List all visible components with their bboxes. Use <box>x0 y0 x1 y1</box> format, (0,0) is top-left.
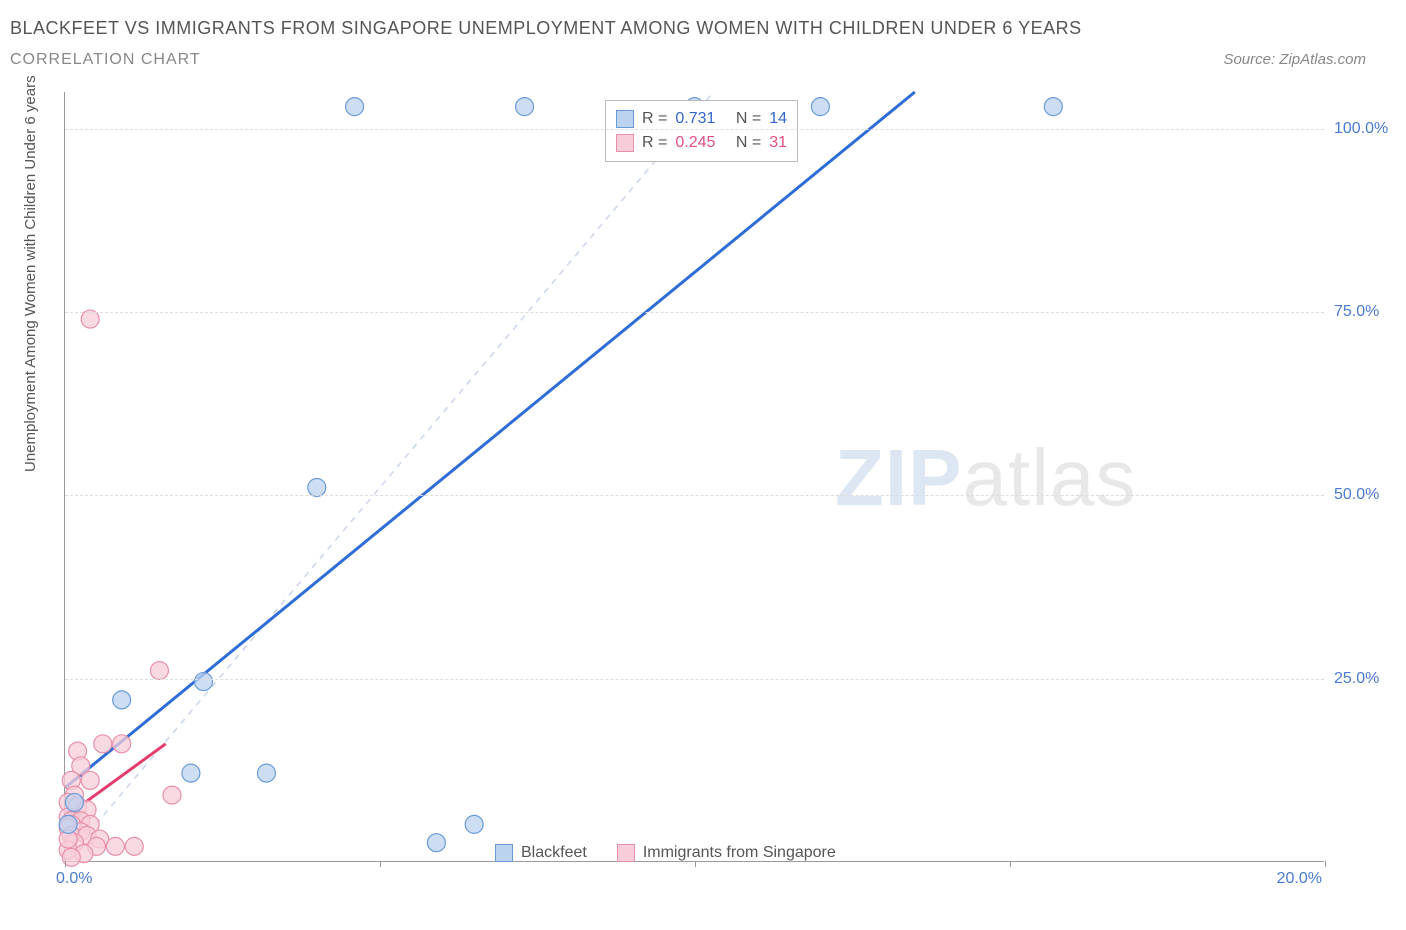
n-label: N = <box>736 134 761 152</box>
title-block: BLACKFEET VS IMMIGRANTS FROM SINGAPORE U… <box>0 0 1406 77</box>
r-label: R = <box>642 134 667 152</box>
gridline-h <box>65 129 1324 130</box>
r-value-singapore: 0.245 <box>675 134 715 152</box>
x-tick <box>1325 861 1326 867</box>
legend-item-singapore: Immigrants from Singapore <box>617 844 836 862</box>
gridline-h <box>65 495 1324 496</box>
y-axis-title: Unemployment Among Women with Children U… <box>22 75 39 472</box>
y-tick-label: 75.0% <box>1334 303 1379 321</box>
n-value-blackfeet: 14 <box>769 110 787 128</box>
n-value-singapore: 31 <box>769 134 787 152</box>
y-tick-label: 100.0% <box>1334 120 1388 138</box>
x-tick <box>695 861 696 867</box>
swatch-singapore <box>616 134 634 152</box>
series-legend: Blackfeet Immigrants from Singapore <box>495 844 836 862</box>
r-value-blackfeet: 0.731 <box>675 110 715 128</box>
y-tick-label: 25.0% <box>1334 670 1379 688</box>
legend-row-singapore: R = 0.245 N = 31 <box>616 131 787 155</box>
r-label: R = <box>642 110 667 128</box>
legend-row-blackfeet: R = 0.731 N = 14 <box>616 107 787 131</box>
gridline-h <box>65 679 1324 680</box>
swatch-singapore-icon <box>617 844 635 862</box>
legend-label-singapore: Immigrants from Singapore <box>643 844 836 862</box>
swatch-blackfeet-icon <box>495 844 513 862</box>
n-label: N = <box>736 110 761 128</box>
chart-area: Unemployment Among Women with Children U… <box>44 92 1384 912</box>
plot-svg <box>65 92 1324 861</box>
x-tick <box>65 861 66 867</box>
legend-item-blackfeet: Blackfeet <box>495 844 587 862</box>
plot-area: ZIPatlas R = 0.731 N = 14 R = 0.245 N = … <box>64 92 1324 862</box>
x-tick <box>380 861 381 867</box>
source-attribution: Source: ZipAtlas.com <box>1223 51 1366 68</box>
swatch-blackfeet <box>616 110 634 128</box>
y-tick-label: 50.0% <box>1334 486 1379 504</box>
correlation-legend: R = 0.731 N = 14 R = 0.245 N = 31 <box>605 100 798 162</box>
legend-label-blackfeet: Blackfeet <box>521 844 587 862</box>
chart-title: BLACKFEET VS IMMIGRANTS FROM SINGAPORE U… <box>10 18 1396 39</box>
x-tick <box>1010 861 1011 867</box>
x-axis-label-start: 0.0% <box>56 870 92 888</box>
chart-subtitle: CORRELATION CHART <box>10 51 201 69</box>
subtitle-row: CORRELATION CHART Source: ZipAtlas.com <box>10 51 1396 69</box>
gridline-h <box>65 312 1324 313</box>
x-axis-label-end: 20.0% <box>1277 870 1322 888</box>
